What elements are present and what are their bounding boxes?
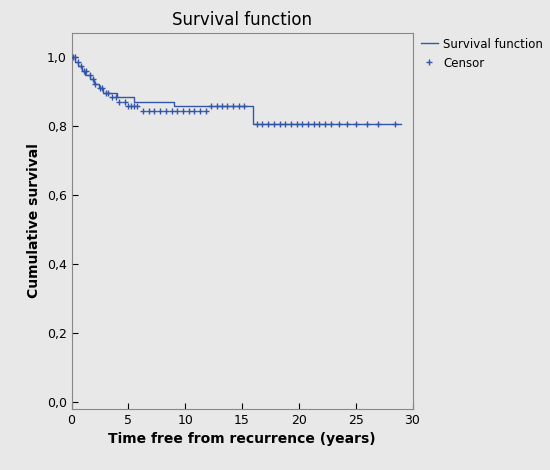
X-axis label: Time free from recurrence (years): Time free from recurrence (years) xyxy=(108,432,376,446)
Y-axis label: Cumulative survival: Cumulative survival xyxy=(27,143,41,298)
Title: Survival function: Survival function xyxy=(172,10,312,29)
Legend: Survival function, Censor: Survival function, Censor xyxy=(416,33,548,74)
